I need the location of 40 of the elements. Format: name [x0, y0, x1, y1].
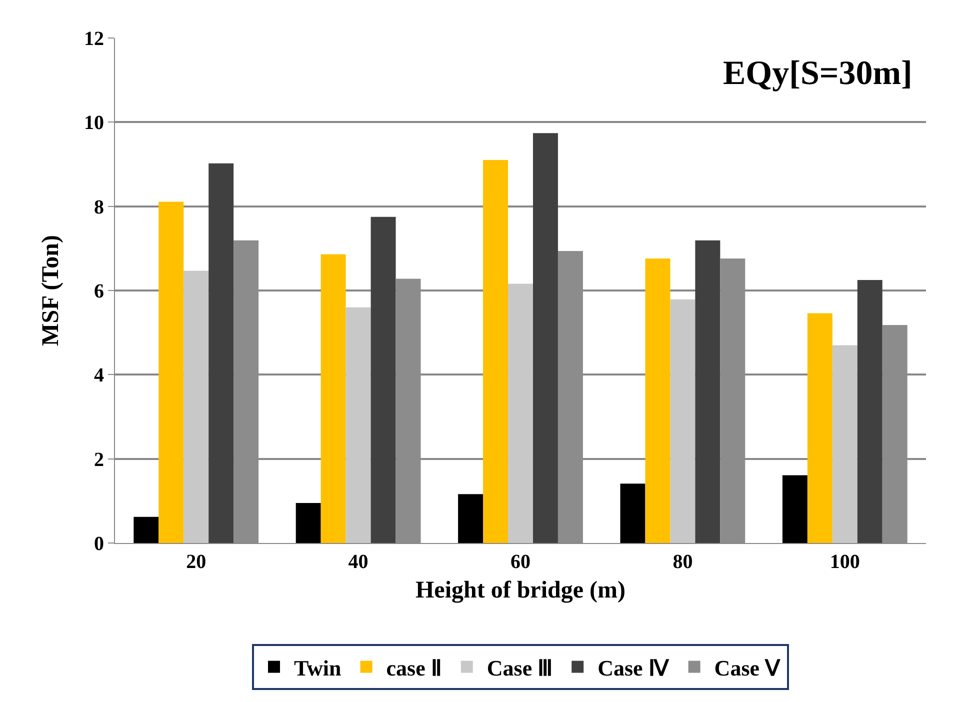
y-tick-label: 12	[84, 28, 104, 50]
bar	[807, 313, 832, 543]
bar	[458, 494, 484, 543]
legend-label: Case Ⅳ	[598, 655, 670, 680]
bar	[296, 503, 321, 543]
bar	[483, 160, 508, 543]
bar	[208, 163, 234, 543]
bar	[158, 202, 184, 543]
x-axis-title: Height of bridge (m)	[416, 577, 626, 604]
x-tick-label: 40	[348, 551, 368, 573]
legend-label: Case Ⅲ	[486, 655, 553, 680]
bar	[532, 133, 558, 543]
bar	[370, 216, 396, 543]
bar	[782, 475, 808, 543]
x-tick-label: 20	[186, 551, 206, 573]
x-tick-label: 60	[510, 551, 530, 573]
annotation: EQy[S=30m]	[723, 55, 912, 92]
bar	[134, 516, 159, 543]
bar	[670, 299, 696, 543]
y-tick-label: 4	[94, 364, 104, 387]
legend-label: Twin	[294, 655, 342, 680]
legend-label: Case Ⅴ	[714, 655, 782, 680]
bar	[508, 284, 533, 543]
x-tick-label: 100	[830, 551, 860, 573]
y-tick-label: 6	[94, 280, 104, 302]
bar	[695, 240, 720, 543]
x-tick-label: 80	[672, 551, 693, 573]
bar	[857, 280, 882, 543]
y-tick-label: 8	[94, 196, 104, 218]
bar	[346, 307, 371, 543]
bar	[620, 484, 646, 543]
y-tick-label: 0	[94, 533, 104, 555]
legend-label: case Ⅱ	[386, 655, 442, 680]
y-tick-label: 10	[84, 112, 104, 134]
y-axis-title: MSF (Ton)	[38, 235, 64, 346]
bar	[320, 254, 346, 543]
bar	[184, 270, 209, 543]
bar	[645, 258, 670, 543]
y-tick-label: 2	[94, 448, 104, 471]
bar	[832, 345, 858, 543]
